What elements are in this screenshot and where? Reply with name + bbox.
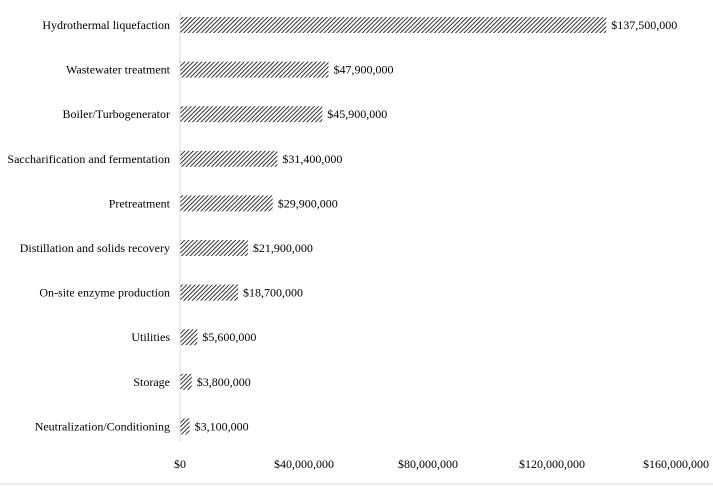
bar: [180, 373, 192, 390]
bar: [180, 329, 198, 346]
bars-layer: [180, 17, 607, 435]
bar: [180, 284, 238, 301]
data-label: $3,100,000: [195, 419, 249, 433]
category-label: Wastewater treatment: [66, 63, 171, 77]
bar: [180, 418, 190, 435]
category-label: Hydrothermal liquefaction: [42, 18, 170, 32]
data-label: $137,500,000: [611, 18, 677, 32]
x-tick-label: $40,000,000: [274, 457, 334, 471]
bar: [180, 150, 278, 167]
x-tick-label: $120,000,000: [519, 457, 585, 471]
category-label: Saccharification and fermentation: [7, 152, 170, 166]
bar: [180, 240, 248, 256]
category-label: On-site enzyme production: [39, 286, 170, 300]
bar: [180, 17, 607, 33]
category-label: Neutralization/Conditioning: [35, 419, 170, 433]
labels-layer: Hydrothermal liquefaction $137,500,000 Was…: [7, 18, 709, 471]
x-tick-label: $80,000,000: [398, 457, 458, 471]
category-label: Pretreatment: [109, 196, 171, 210]
category-label: Utilities: [131, 330, 170, 344]
data-label: $3,800,000: [197, 375, 251, 389]
data-label: $47,900,000: [333, 63, 393, 77]
category-label: Storage: [133, 375, 170, 389]
data-label: $29,900,000: [278, 196, 338, 210]
category-label: Distillation and solids recovery: [20, 241, 170, 255]
bar: [180, 195, 273, 212]
bar: [180, 106, 323, 123]
axis-layer: [0, 12, 713, 485]
bar: [180, 61, 329, 78]
data-label: $5,600,000: [202, 330, 256, 344]
data-label: $18,700,000: [243, 286, 303, 300]
x-tick-label: $0: [174, 457, 186, 471]
data-label: $21,900,000: [253, 241, 313, 255]
data-label: $45,900,000: [327, 107, 387, 121]
category-label: Boiler/Turbogenerator: [62, 107, 170, 121]
x-tick-label: $160,000,000: [643, 457, 709, 471]
data-label: $31,400,000: [282, 152, 342, 166]
